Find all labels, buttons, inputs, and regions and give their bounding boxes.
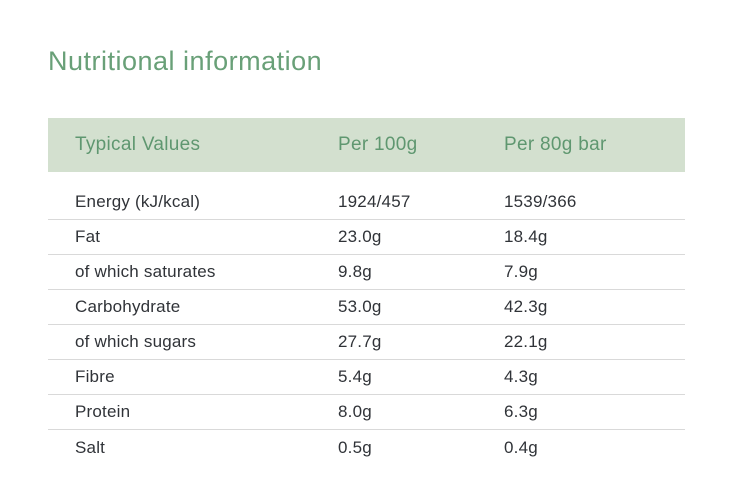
table-row-energy: Energy (kJ/kcal) 1924/457 1539/366 [48,172,685,220]
per-80g-value: 18.4g [504,227,548,246]
per-100g-value: 27.7g [338,332,382,351]
nutrient-label: Fibre [75,367,115,386]
header-typical-values: Typical Values [75,134,201,155]
per-100g-value: 0.5g [338,437,372,457]
nutrient-label: Energy (kJ/kcal) [75,192,201,211]
per-80g-value: 22.1g [504,332,548,351]
per-80g-value: 7.9g [504,262,538,281]
per-80g-value: 0.4g [504,437,538,457]
nutrition-table: Typical Values Per 100g Per 80g bar Ener… [48,118,685,465]
table-row-protein: Protein 8.0g 6.3g [48,395,685,430]
per-100g-value: 9.8g [338,262,372,281]
nutrition-page: Nutritional information Typical Values P… [48,46,685,465]
table-row-salt: Salt 0.5g 0.4g [48,430,685,465]
table-header-row: Typical Values Per 100g Per 80g bar [48,118,685,172]
per-100g-value: 5.4g [338,367,372,386]
table-row-carbohydrate: Carbohydrate 53.0g 42.3g [48,290,685,325]
per-80g-value: 6.3g [504,402,538,421]
nutrient-label: Fat [75,227,101,246]
table-row-fibre: Fibre 5.4g 4.3g [48,360,685,395]
per-80g-value: 1539/366 [504,192,577,211]
nutrient-label: Salt [75,437,106,457]
per-100g-value: 53.0g [338,297,382,316]
nutrient-label: Protein [75,402,131,421]
table-row-sugars: of which sugars 27.7g 22.1g [48,325,685,360]
nutrient-label: of which saturates [75,262,216,281]
per-100g-value: 1924/457 [338,192,411,211]
per-80g-value: 4.3g [504,367,538,386]
header-per-100g: Per 100g [338,134,418,155]
nutrient-label: of which sugars [75,332,197,351]
table-body: Energy (kJ/kcal) 1924/457 1539/366 Fat 2… [48,172,685,465]
table-row-fat: Fat 23.0g 18.4g [48,220,685,255]
per-100g-value: 8.0g [338,402,372,421]
page-title: Nutritional information [48,46,323,76]
nutrient-label: Carbohydrate [75,297,181,316]
per-80g-value: 42.3g [504,297,548,316]
header-per-80g-bar: Per 80g bar [504,134,607,155]
per-100g-value: 23.0g [338,227,382,246]
table-row-saturates: of which saturates 9.8g 7.9g [48,255,685,290]
